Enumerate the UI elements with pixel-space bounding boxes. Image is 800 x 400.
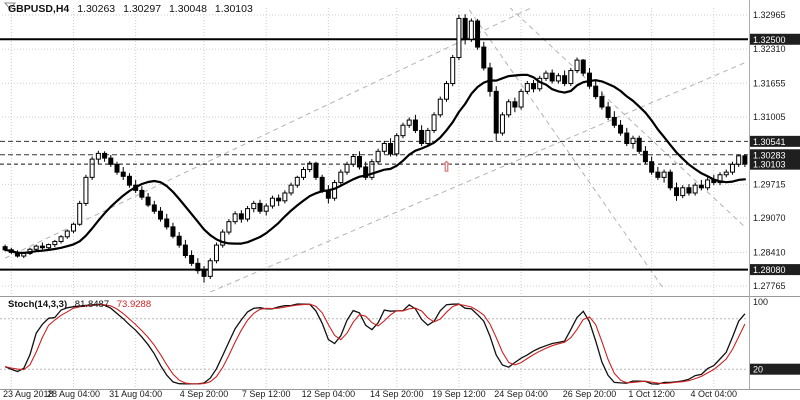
level-badge-label: 1.30283 [753,150,786,160]
price-tick-label: 1.27765 [753,281,786,291]
trendline-up[interactable] [4,0,558,259]
date-tick-label: 12 Sep 04:00 [302,389,356,399]
stoch-tick-label: 100 [753,297,768,307]
stoch-tick-badge-label: 20 [753,365,763,375]
annotations[interactable]: ⇧ [441,159,453,175]
price-tick-label: 1.29070 [753,213,786,223]
resistance-badge-label: 1.32500 [753,35,786,45]
price-tick-label: 1.28410 [753,247,786,257]
date-tick-label: 4 Sep 20:00 [180,389,229,399]
stoch-main-line [4,303,746,385]
price-axis: 1.32965 1.32310 1.31655 1.31005 1.29715 1.290… [750,10,800,291]
date-tick-label: 14 Sep 20:00 [370,389,424,399]
date-tick-label: 19 Sep 12:00 [432,389,486,399]
stoch-signal-line [4,303,746,385]
price-tick-label: 1.29715 [753,179,786,189]
current-price-badge [750,158,800,170]
chart-shift-marker-icon [3,2,17,10]
price-tick-label: 1.32965 [753,10,786,20]
price-tick-label: 1.31005 [753,112,786,122]
grid [2,8,748,388]
date-tick-label: 4 Oct 04:00 [691,389,738,399]
trendline-down[interactable] [459,0,665,290]
date-tick-label: 28 Aug 04:00 [47,389,100,399]
date-tick-label: 1 Oct 12:00 [628,389,675,399]
stoch-tick-badge [750,363,800,375]
support-badge [750,264,800,276]
price-tick-label: 1.31655 [753,78,786,88]
support-badge-label: 1.28080 [753,265,786,275]
date-tick-label: 26 Sep 20:00 [563,389,617,399]
level-badge [750,135,800,147]
moving-average-line [3,73,747,254]
date-tick-label: 24 Sep 04:00 [494,389,548,399]
trendline-up[interactable] [210,62,746,292]
level-badge-label: 1.30541 [753,137,786,147]
horizontal-levels[interactable] [0,38,748,271]
candlestick-series [2,14,748,283]
panel-separators [0,0,800,390]
buy-arrow-icon[interactable]: ⇧ [441,159,453,175]
date-tick-label: 23 Aug 2018 [3,389,54,399]
level-badge [750,149,800,161]
resistance-badge [750,33,800,45]
date-tick-label: 7 Sep 12:00 [242,389,291,399]
date-tick-label: 31 Aug 04:00 [109,389,162,399]
stochastic-panel: 100 20 [0,297,800,385]
price-tick-label: 1.32310 [753,44,786,54]
current-price-badge-label: 1.30103 [753,160,786,170]
